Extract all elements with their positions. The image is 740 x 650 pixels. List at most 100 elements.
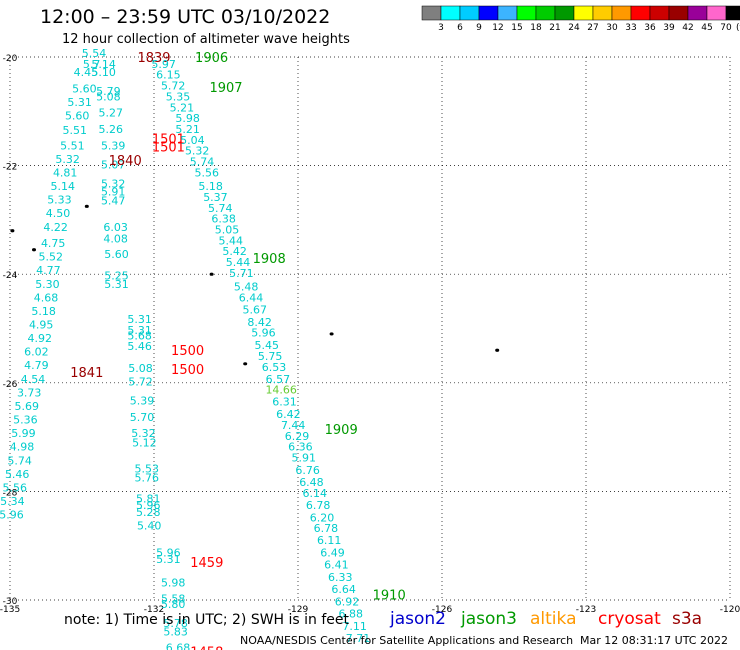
scale-swatch (497, 5, 518, 21)
pass-time-label: 1907 (209, 81, 242, 96)
wave-height-value: 5.18 (198, 180, 223, 193)
scale-unit: (ft) (736, 23, 740, 33)
scale-label: 3 (438, 23, 444, 33)
pass-time-label: 1500 (171, 363, 204, 378)
wave-height-value: 5.97 (151, 58, 176, 71)
scale-swatch (459, 5, 480, 21)
lon-tick-label: -126 (432, 605, 453, 615)
scale-swatch (611, 5, 632, 21)
wave-height-value: 5.21 (175, 123, 200, 136)
wave-height-value: 5.74 (208, 202, 233, 215)
scale-swatch (535, 5, 556, 21)
wave-height-value: 5.46 (5, 468, 30, 481)
wave-height-value: 5.96 (251, 327, 276, 340)
wave-height-value: 5.91 (292, 452, 317, 465)
scale-label: 45 (701, 23, 712, 33)
wave-height-value: 5.31 (127, 324, 152, 337)
wave-height-value: 5.54 (82, 47, 107, 60)
wave-height-value: 5.96 (156, 547, 181, 560)
wave-height-value: 5.47 (101, 195, 126, 208)
wave-height-value: 6.42 (276, 408, 301, 421)
wave-height-value: 5.53 (135, 462, 160, 475)
pass-time-label: 1908 (253, 252, 286, 267)
scale-label: 12 (492, 23, 503, 33)
wave-height-value: 5.31 (156, 553, 181, 566)
scale-label: 70 (720, 23, 732, 33)
scale-swatch (440, 5, 461, 21)
scale-label: 27 (587, 23, 598, 33)
scale-swatch (592, 5, 613, 21)
island-marker (209, 272, 214, 276)
wave-height-value: 5.44 (226, 256, 251, 269)
wave-height-value: 7.11 (342, 620, 367, 633)
wave-height-value: 4.81 (53, 166, 78, 179)
map-grid: -135 -132 -129 -126 -123 -120 -20 -22 -24 -26 -28 -… (0, 54, 740, 615)
lat-tick-label: -28 (3, 488, 18, 498)
wave-height-value: 5.96 (0, 509, 24, 522)
wave-height-value: 5.32 (185, 145, 210, 158)
lon-tick-label: -129 (288, 605, 309, 615)
wave-height-value: 5.18 (31, 305, 56, 318)
wave-height-value: 5.72 (161, 80, 186, 93)
footer-timestamp: Mar 12 08:31:17 UTC 2022 (580, 634, 728, 647)
wave-height-value: 6.36 (288, 441, 313, 454)
wave-height-value: 6.38 (211, 213, 236, 226)
scale-label: 39 (663, 23, 675, 33)
wave-height-value: 4.08 (103, 233, 128, 246)
wave-height-points: 5.545.74.455.605.315.605.515.515.324.815… (0, 47, 406, 650)
scale-label: 18 (530, 23, 542, 33)
wave-height-value: 6.15 (156, 69, 181, 82)
scale-swatch (573, 5, 594, 21)
wave-height-value: 5.08 (96, 90, 121, 103)
wave-height-value: 6.88 (339, 607, 364, 620)
wave-height-value: 5.08 (128, 362, 153, 375)
satellite-legend-cryosat: cryosat (598, 609, 661, 629)
wave-height-value: 5.70 (130, 411, 155, 424)
scale-label: 6 (457, 23, 463, 33)
wave-height-value: 4.45 (74, 66, 99, 79)
wave-height-value: 5.75 (258, 350, 283, 363)
wave-height-value: 6.14 (303, 487, 328, 500)
wave-height-value: 5.51 (63, 124, 88, 137)
scale-swatch (630, 5, 651, 21)
wave-height-value: 6.20 (310, 511, 335, 524)
pass-time-label: 1501 (152, 132, 185, 147)
wave-height-value: 6.31 (272, 396, 297, 409)
wave-height-value: 5.91 (101, 185, 126, 198)
wave-height-value: 5.58 (161, 593, 186, 606)
wave-height-value: 5.60 (72, 82, 97, 95)
wave-height-value: 6.76 (295, 464, 320, 477)
wave-height-value: 5.39 (101, 139, 126, 152)
wave-height-value: 5.28 (136, 506, 161, 519)
wave-height-value: 6.68 (166, 642, 191, 650)
footnote: note: 1) Time is in UTC; 2) SWH is in fe… (64, 612, 350, 628)
wave-height-value: 7.71 (346, 632, 371, 645)
scale-swatch (687, 5, 708, 21)
pass-time-label: 1459 (190, 556, 223, 571)
wave-height-value: 5.05 (215, 223, 240, 236)
scale-label: 21 (549, 23, 560, 33)
lat-tick-label: -22 (3, 163, 18, 173)
wave-height-value: 6.49 (320, 547, 345, 560)
wave-height-value: 6.48 (299, 476, 324, 489)
wave-height-value: 4.22 (43, 221, 68, 234)
wave-height-value: 5.07 (101, 158, 126, 171)
wave-height-value: 5.83 (163, 625, 188, 638)
scale-label: 15 (511, 23, 522, 33)
wave-height-value: 5.96 (136, 499, 161, 512)
wave-height-value: 6.02 (24, 346, 49, 359)
island-marker (84, 204, 89, 208)
satellite-legend-jason3: jason3 (461, 609, 517, 629)
wave-height-value: 5.25 (104, 270, 129, 283)
wave-height-value: 5.72 (128, 376, 153, 389)
island-marker (10, 229, 15, 233)
wave-height-value: 5.30 (35, 278, 60, 291)
wave-height-value: 5.79 (96, 85, 121, 98)
scale-swatch (478, 5, 499, 21)
wave-height-value: 4.95 (29, 319, 54, 332)
wave-height-value: 5.81 (136, 492, 161, 505)
wave-height-value: 5.46 (127, 340, 152, 353)
